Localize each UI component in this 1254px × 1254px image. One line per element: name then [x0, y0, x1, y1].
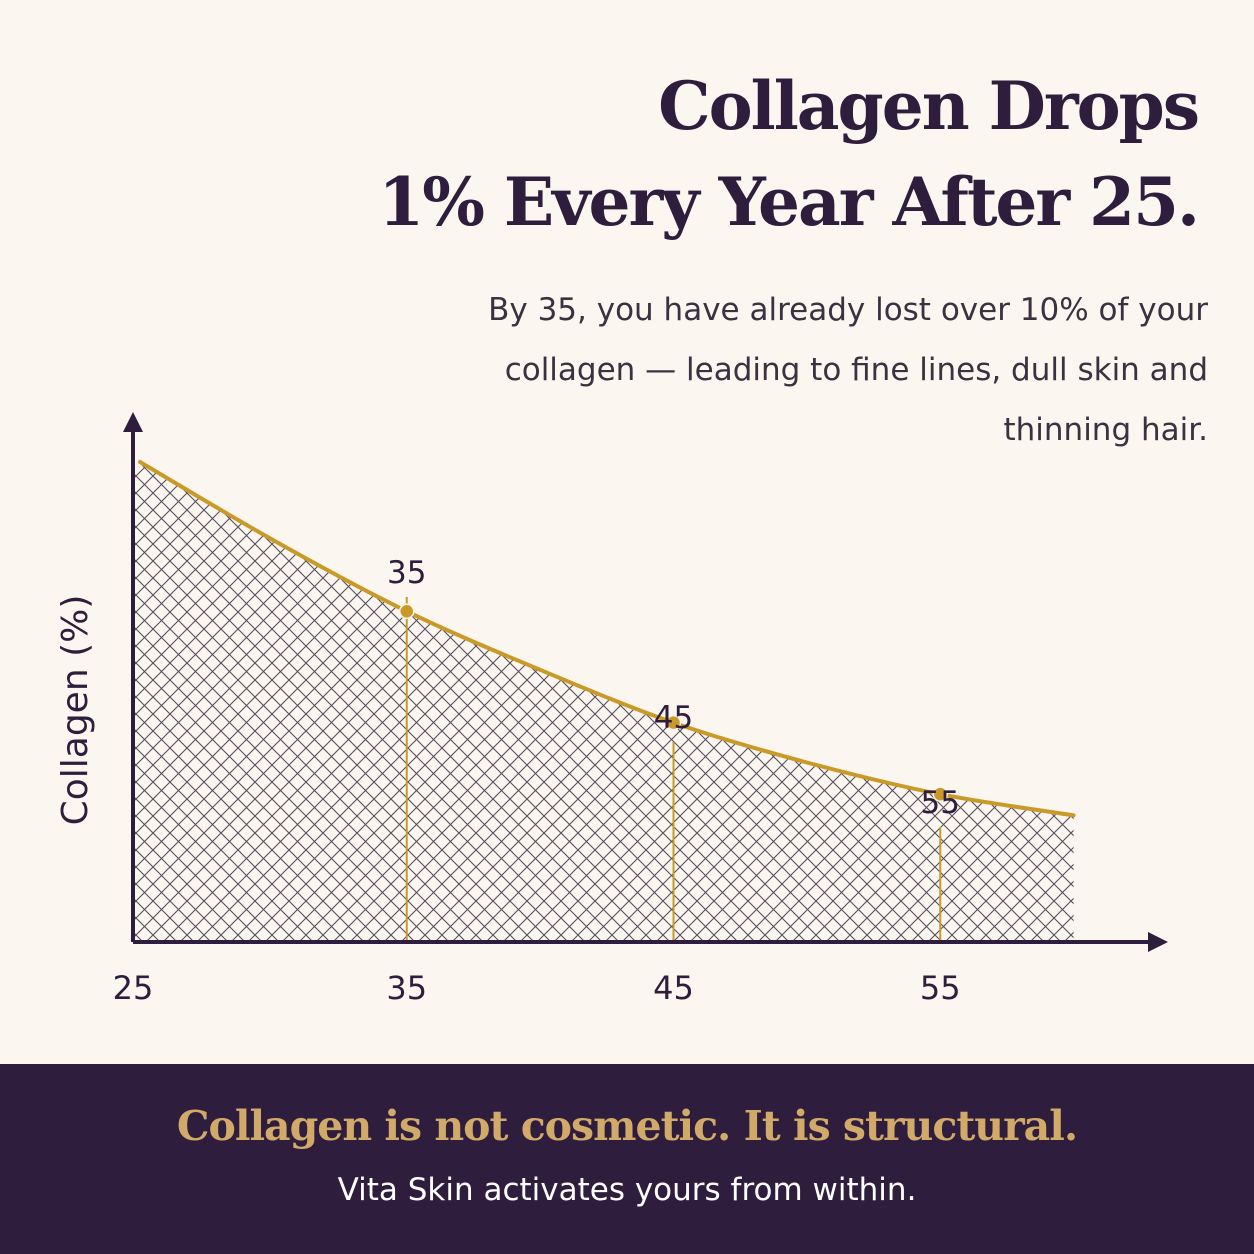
headline-line-1: Collagen Drops [658, 67, 1200, 145]
data-point-35 [399, 603, 415, 620]
footer-tagline: Collagen is not cosmetic. It is structur… [176, 1102, 1078, 1150]
y-axis-label: Collagen (%) [55, 595, 96, 826]
headline-line-2: 1% Every Year After 25. [378, 163, 1200, 241]
data-point-45 [665, 714, 682, 731]
headline: Collagen Drops 1% Every Year After 25. [378, 58, 1200, 250]
data-label-35: 35 [387, 555, 426, 591]
y-axis-arrow [123, 412, 143, 432]
footer-banner: Collagen is not cosmetic. It is structur… [0, 1064, 1254, 1254]
series-line [138, 460, 1076, 818]
collagen-chart: 35 45 55 25 35 45 55 Collagen (%) [55, 412, 1168, 1007]
data-label-55: 55 [921, 785, 960, 821]
hatched-area [133, 462, 1074, 942]
data-point-55 [932, 786, 949, 802]
x-tick-label-45: 45 [653, 969, 694, 1007]
x-tick-label-55: 55 [920, 969, 961, 1007]
x-tick-label-35: 35 [386, 969, 427, 1007]
x-axis-arrow [1148, 932, 1168, 952]
footer-subline: Vita Skin activates yours from within. [337, 1172, 917, 1208]
subtext: By 35, you have already lost over 10% of… [488, 292, 1208, 448]
data-label-45: 45 [654, 700, 693, 736]
x-tick-label-25: 25 [113, 969, 154, 1007]
